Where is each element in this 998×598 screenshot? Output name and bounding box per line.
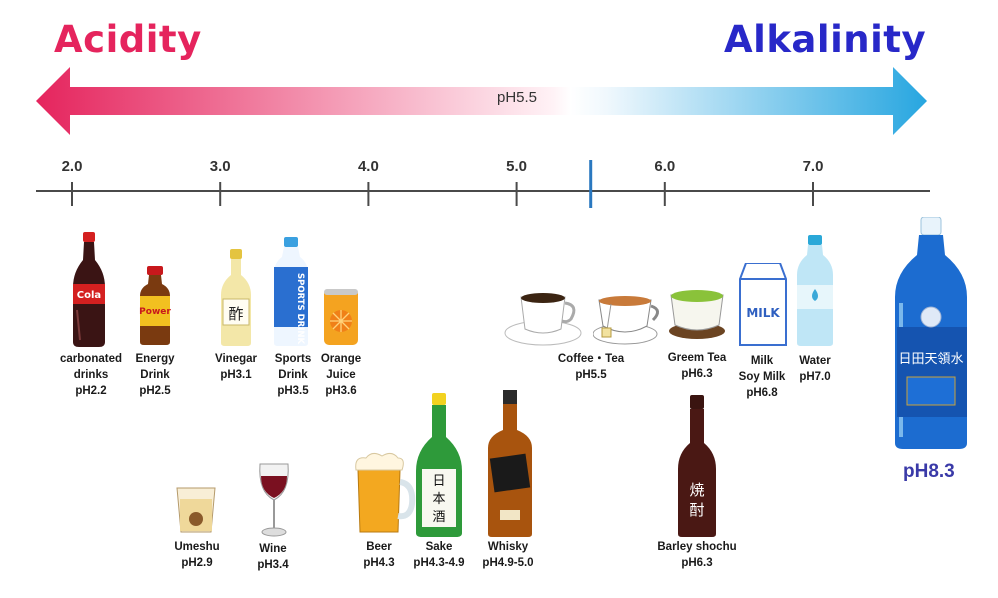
beer-ph: pH4.3 bbox=[363, 557, 395, 569]
axis-tick-label-4: 6.0 bbox=[654, 158, 676, 175]
orange-ph: pH3.6 bbox=[325, 385, 357, 397]
whisky-name: Whisky bbox=[487, 541, 529, 553]
sake-ph: pH4.3-4.9 bbox=[413, 557, 465, 569]
caption-whisky: Whisky pH4.9-5.0 bbox=[482, 539, 533, 571]
energy-logo-text: Power bbox=[139, 307, 171, 317]
hita-ph: pH8.3 bbox=[903, 461, 955, 482]
caption-sake: Sake pH4.3-4.9 bbox=[413, 539, 464, 571]
vinegar-ph: pH3.1 bbox=[220, 369, 252, 381]
shochu-kanji-1: 焼 bbox=[689, 481, 704, 499]
milk-carton-icon: MILK bbox=[739, 263, 787, 346]
milk-logo-text: MILK bbox=[746, 306, 780, 320]
green-tea-cup-icon bbox=[669, 290, 725, 339]
caption-energy: Energy Drink pH2.5 bbox=[136, 351, 175, 399]
cola-logo-text: Cola bbox=[77, 290, 101, 301]
axis-tick-label-2: 4.0 bbox=[357, 158, 379, 175]
energy-ph: pH2.5 bbox=[139, 385, 171, 397]
caption-coffee: Coffee・Tea pH5.5 bbox=[558, 351, 624, 383]
cola-bottle-icon: Cola bbox=[73, 232, 105, 347]
energy-name: Energy Drink bbox=[135, 353, 175, 381]
coffee-ph: pH5.5 bbox=[575, 369, 607, 381]
ph-gradient-arrow bbox=[36, 67, 927, 135]
sports-ph: pH3.5 bbox=[277, 385, 309, 397]
sports-logo-text: SPORTS DRINK bbox=[295, 273, 305, 344]
caption-green: Greem Tea pH6.3 bbox=[668, 350, 727, 382]
shochu-bottle-icon: 焼 酎 bbox=[678, 395, 716, 537]
water-bottle-icon bbox=[797, 235, 833, 346]
orange-juice-can-icon bbox=[324, 289, 358, 345]
orange-name: Orange Juice bbox=[320, 353, 362, 381]
wine-ph: pH3.4 bbox=[257, 559, 289, 571]
whisky-bottle-icon bbox=[488, 390, 532, 537]
axis-tick-label-1: 3.0 bbox=[209, 158, 231, 175]
vinegar-kanji-text: 酢 bbox=[228, 305, 243, 323]
green-ph: pH6.3 bbox=[681, 368, 713, 380]
milk-name: Milk Soy Milk bbox=[738, 355, 786, 383]
caption-shochu: Barley shochu pH6.3 bbox=[657, 539, 736, 571]
caption-water: Water pH7.0 bbox=[799, 353, 831, 385]
energy-drink-icon: Power bbox=[139, 266, 171, 345]
sake-kanji-2: 本 bbox=[432, 492, 445, 507]
alkalinity-title: Alkalinity bbox=[724, 18, 927, 61]
axis-tick-label-0: 2.0 bbox=[61, 158, 83, 175]
shochu-name: Barley shochu bbox=[657, 541, 737, 553]
umeshu-name: Umeshu bbox=[174, 541, 220, 553]
wine-glass-icon bbox=[259, 463, 289, 537]
umeshu-ph: pH2.9 bbox=[181, 557, 213, 569]
arrow-mid-label: pH5.5 bbox=[497, 89, 538, 106]
sake-bottle-icon: 日 本 酒 bbox=[416, 393, 462, 537]
sake-kanji-1: 日 bbox=[432, 474, 445, 489]
whisky-ph: pH4.9-5.0 bbox=[482, 557, 534, 569]
vinegar-name: Vinegar bbox=[215, 353, 257, 365]
shochu-kanji-2: 酎 bbox=[689, 501, 704, 519]
caption-vinegar: Vinegar pH3.1 bbox=[215, 351, 257, 383]
sports-name: Sports Drink bbox=[274, 353, 312, 381]
tea-cup-icon bbox=[593, 296, 659, 345]
milk-ph: pH6.8 bbox=[746, 387, 778, 399]
coffee-name: Coffee・Tea bbox=[557, 353, 625, 365]
caption-wine: Wine pH3.4 bbox=[257, 541, 288, 573]
axis-tick-label-5: 7.0 bbox=[802, 158, 824, 175]
green-name: Greem Tea bbox=[667, 352, 727, 364]
cola-ph: pH2.2 bbox=[75, 385, 107, 397]
umeshu-glass-icon bbox=[176, 487, 216, 533]
coffee-cup-icon bbox=[504, 293, 582, 346]
caption-orange: Orange Juice pH3.6 bbox=[321, 351, 361, 399]
caption-umeshu: Umeshu pH2.9 bbox=[174, 539, 219, 571]
beer-mug-icon bbox=[355, 452, 416, 533]
vinegar-bottle-icon: 酢 bbox=[221, 249, 251, 346]
cola-name: carbonated drinks bbox=[60, 353, 122, 381]
hita-water-bottle-icon: 日田天領水 bbox=[895, 217, 967, 449]
sake-name: Sake bbox=[425, 541, 453, 553]
water-name: Water bbox=[799, 355, 831, 367]
sake-kanji-3: 酒 bbox=[432, 510, 445, 525]
caption-sports: Sports Drink pH3.5 bbox=[275, 351, 311, 399]
wine-name: Wine bbox=[259, 543, 287, 555]
sports-drink-icon: SPORTS DRINK bbox=[274, 237, 308, 346]
shochu-ph: pH6.3 bbox=[681, 557, 713, 569]
caption-beer: Beer pH4.3 bbox=[363, 539, 394, 571]
water-ph: pH7.0 bbox=[799, 371, 831, 383]
ph-axis-ticks bbox=[71, 182, 814, 206]
acidity-title: Acidity bbox=[54, 18, 202, 61]
beer-name: Beer bbox=[366, 541, 392, 553]
axis-tick-label-3: 5.0 bbox=[506, 158, 528, 175]
caption-cola: carbonated drinks pH2.2 bbox=[60, 351, 122, 399]
caption-milk: Milk Soy Milk pH6.8 bbox=[739, 353, 786, 401]
hita-label-text: 日田天領水 bbox=[898, 351, 963, 367]
